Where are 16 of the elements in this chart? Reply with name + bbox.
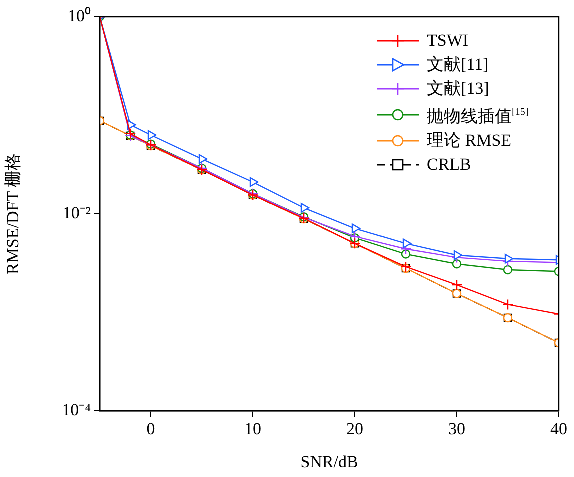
x-tick-label: 0 [146, 420, 156, 439]
x-tick-label: 40 [550, 420, 568, 439]
x-tick-label: 20 [346, 420, 364, 439]
y-tick-label: 10⁰ [68, 6, 91, 26]
legend-label: 文献[11] [427, 54, 489, 76]
y-tick-label: 10⁻⁴ [62, 400, 92, 420]
legend-label: CRLB [427, 154, 472, 176]
y-axis-title: RMSE/DFT 栅格 [4, 153, 23, 275]
legend-label: 文献[13] [427, 78, 490, 100]
x-axis-title: SNR/dB [300, 452, 358, 472]
x-tick-label: 10 [244, 420, 262, 439]
legend-label: TSWI [427, 30, 469, 52]
x-tick-label: 30 [448, 420, 466, 439]
legend-label: 理论 RMSE [427, 130, 512, 152]
y-tick-label: 10⁻² [62, 203, 91, 222]
legend-label: 抛物线插值$^{[15]}$ [427, 106, 529, 128]
